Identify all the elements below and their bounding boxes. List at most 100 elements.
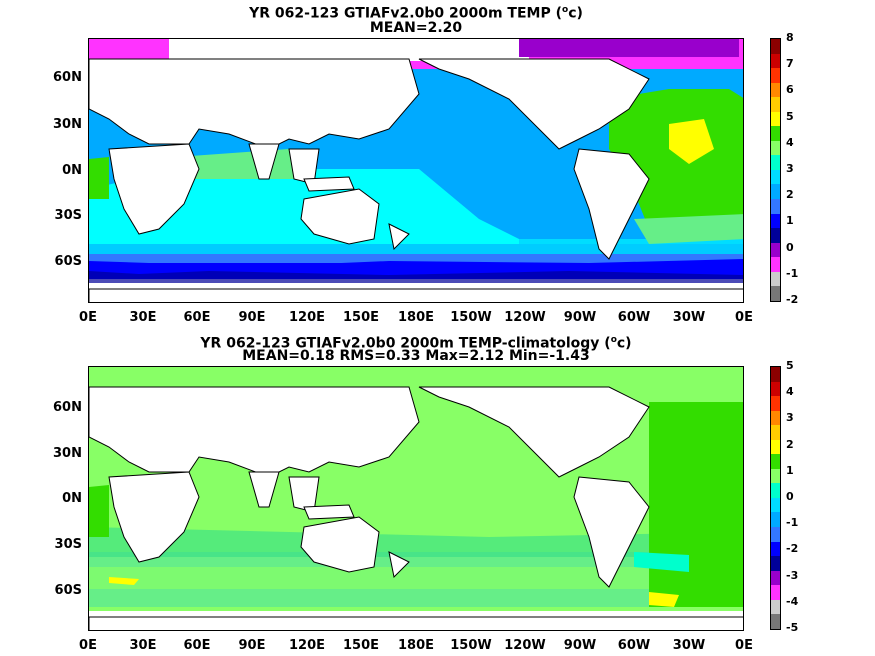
colorbar-tick-label: 4 [786,385,794,399]
lon-label: 60W [617,310,651,325]
colorbar-swatch [771,410,780,426]
colorbar-swatch [771,396,780,411]
map-panel-absolute [88,38,744,303]
lon-label: 30W [672,638,706,653]
lon-label: 0E [79,310,97,325]
colorbar-tick-label: 5 [786,359,794,372]
lat-label: 30N [53,446,82,461]
colorbar-swatch [771,199,780,214]
colorbar-swatch [771,425,780,440]
colorbar-tick-label: -2 [786,293,799,306]
lon-label: 150W [450,310,492,325]
colorbar-swatch [771,213,780,229]
colorbar-tick-label: 2 [786,437,794,451]
colorbar-swatch [771,454,780,469]
lat-label: 60N [53,70,82,85]
colorbar-swatch [771,228,780,243]
colorbar-swatch [771,126,780,141]
colorbar-swatch [771,570,780,586]
panel2-title: YR 062-123 GTIAFv2.0b0 2000m TEMP-climat… [200,335,632,352]
colorbar-swatch [771,97,780,112]
colorbar-swatch [771,184,780,200]
lon-label: 150E [342,310,380,325]
colorbar-tick-label: 4 [786,135,794,149]
colorbar-swatch [771,367,780,382]
colorbar-swatch [771,614,780,629]
colorbar-swatch [771,257,780,272]
map-panel-anomaly [88,366,744,631]
colorbar-tick-label: -1 [786,516,799,530]
lat-label: 30S [54,537,82,552]
colorbar-tick-label: -3 [786,568,799,582]
colorbar-swatch [771,497,780,513]
lon-label: 180E [397,310,435,325]
colorbar-swatch [771,527,780,542]
colorbar-tick-label: 3 [786,162,794,175]
lat-label: 30N [53,117,82,132]
colorbar-1 [770,38,781,302]
colorbar-tick-label: -2 [786,542,799,556]
colorbar-swatch [771,483,780,498]
colorbar-swatch [771,468,780,484]
lon-label: 150W [450,638,492,653]
colorbar-swatch [771,556,780,571]
lon-label: 90W [563,310,597,325]
lon-label: 150E [342,638,380,653]
colorbar-swatch [771,155,780,170]
colorbar-tick-label: 5 [786,109,794,123]
colorbar-tick-label: -5 [786,621,799,634]
colorbar-tick-label: 1 [786,214,794,228]
colorbar-tick-label: 2 [786,188,794,202]
lat-label: 60S [54,583,82,598]
lon-label: 90E [238,638,266,653]
lon-label: 60W [617,638,651,653]
lon-label: 0E [735,638,753,653]
colorbar-swatch [771,82,780,98]
lon-label: 60E [183,310,211,325]
colorbar-swatch [771,271,780,287]
colorbar-tick-label: -4 [786,594,799,608]
colorbar-tick-label: 8 [786,31,794,44]
colorbar-swatch [771,585,780,600]
lon-label: 120E [288,638,326,653]
lon-label: 120W [504,310,546,325]
colorbar-swatch [771,140,780,156]
colorbar-tick-label: 7 [786,57,794,71]
colorbar-tick-label: 0 [786,240,794,254]
colorbar-tick-label: 0 [786,490,794,503]
lon-label: 0E [79,638,97,653]
colorbar-swatch [771,381,780,397]
lon-label: 30W [672,310,706,325]
lon-label: 120E [288,310,326,325]
lon-label: 90W [563,638,597,653]
lon-label: 180E [397,638,435,653]
colorbar-swatch [771,599,780,615]
colorbar-swatch [771,39,780,54]
colorbar-swatch [771,439,780,455]
lon-label: 90E [238,310,266,325]
colorbar-tick-label: -1 [786,266,799,280]
colorbar-tick-label: 3 [786,411,794,425]
colorbar-swatch [771,541,780,557]
lon-label: 0E [735,310,753,325]
colorbar-2 [770,366,781,630]
colorbar-swatch [771,111,780,127]
colorbar-swatch [771,512,780,528]
lat-label: 30S [54,208,82,223]
lat-label: 60N [53,400,82,415]
lat-label: 0N [62,491,82,506]
panel2-stats: MEAN=0.18 RMS=0.33 Max=2.12 Min=-1.43 [242,348,590,364]
colorbar-swatch [771,286,780,301]
colorbar-swatch [771,68,780,83]
colorbar-tick-label: 6 [786,83,794,97]
lon-label: 120W [504,638,546,653]
colorbar-swatch [771,53,780,69]
colorbar-swatch [771,169,780,185]
lat-label: 0N [62,163,82,178]
lon-label: 60E [183,638,211,653]
panel1-title: YR 062-123 GTIAFv2.0b0 2000m TEMP (oc) [249,5,583,22]
lat-label: 60S [54,254,82,269]
lon-label: 30E [129,310,157,325]
colorbar-tick-label: 1 [786,463,794,477]
panel1-stats: MEAN=2.20 [369,20,463,36]
